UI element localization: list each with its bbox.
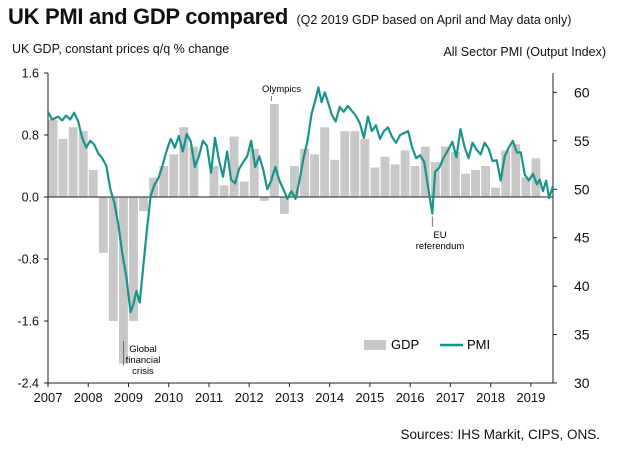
gdp-bar [481,166,491,197]
annotations: Olympics Global financial crisis EU refe… [123,84,465,377]
gdp-bar [410,166,420,197]
gdp-bars [48,104,551,364]
legend-gdp-label: GDP [391,337,419,352]
gdp-bar [290,166,299,197]
gdp-bar [159,166,169,197]
gdp-bar [219,185,229,198]
left-axis-title: UK GDP, constant prices q/q % change [12,42,230,56]
right-tick-label: 35 [574,327,590,343]
gdp-bar [68,127,78,197]
left-tick-label: 0.8 [22,129,39,143]
gdp-bar [58,138,68,198]
gdp-bar [229,136,239,197]
gdp-bar [98,197,108,253]
chart-title: UK PMI and GDP compared [8,4,288,29]
x-tick-label: 2014 [315,390,344,405]
gdp-bar [239,181,249,197]
gdp-bar [501,150,511,197]
right-tick-label: 60 [574,84,590,100]
chart-title-block: UK PMI and GDP compared (Q2 2019 GDP bas… [8,4,571,30]
right-tick-label: 45 [574,230,590,246]
gdp-bar [179,127,189,197]
gdp-bar [400,150,410,197]
x-tick-label: 2008 [74,390,103,405]
x-tick-label: 2017 [436,390,465,405]
gdp-bar [350,131,360,198]
left-tick-label: 0.0 [22,191,39,205]
source-note: Sources: IHS Markit, CIPS, ONS. [400,427,600,442]
legend: GDP PMI [364,337,490,352]
right-tick-label: 55 [574,133,590,149]
annotation-gfc-line2: financial [126,355,161,366]
gdp-bar [119,197,128,364]
gdp-bar [450,152,460,197]
right-tick-label: 40 [574,278,590,294]
right-axis-title: All Sector PMI (Output Index) [443,45,606,59]
right-tick-label: 30 [574,375,590,391]
x-tick-label: 2011 [195,390,223,405]
x-tick-label: 2015 [355,390,384,405]
x-tick-label: 2012 [235,390,264,405]
left-tick-label: -1.6 [17,315,39,329]
annotation-olympics: Olympics [262,84,301,95]
chart-subtitle: (Q2 2019 GDP based on April and May data… [296,13,572,27]
gdp-bar [88,169,98,198]
x-tick-label: 2010 [154,390,183,405]
pmi-series-line [46,86,555,314]
right-tick-label: 50 [574,181,590,197]
gdp-bar [360,138,370,198]
chart-axes [47,73,554,384]
gdp-bar [440,146,450,198]
legend-gdp-swatch [364,340,386,350]
gdp-bar [129,197,138,321]
legend-pmi-label: PMI [467,337,490,352]
annotation-eu-line2: referendum [416,241,465,252]
gdp-bar [269,104,279,197]
gdp-bar [531,158,541,197]
gdp-bar [310,154,320,198]
tick-labels: 1.6 0.8 0.0 -0.8 -1.6 -2.4 60 55 50 45 40 35 30 2007 2… [17,67,589,406]
x-tick-label: 2009 [114,390,143,405]
gdp-bar [370,167,380,197]
left-tick-label: -2.4 [17,377,39,391]
gdp-bar [380,156,390,197]
x-tick-label: 2013 [275,390,304,405]
gdp-bar [209,166,219,197]
left-tick-label: 1.6 [22,67,39,81]
gdp-bar [300,148,309,197]
annotation-gfc-line1: Global [129,344,156,355]
gdp-bar [461,173,470,197]
gdp-bar [108,197,118,321]
gdp-bar [340,131,350,198]
gdp-bar [521,177,531,198]
gdp-bar [279,197,289,215]
gdp-bar [320,127,330,197]
gdp-bar [249,148,259,197]
gdp-bar [390,164,400,197]
gdp-bar [78,131,88,198]
annotation-gfc-line3: crisis [132,366,154,377]
x-tick-label: 2016 [396,390,425,405]
gdp-bar [511,144,521,197]
gdp-bar [330,159,340,197]
gdp-bar [259,197,269,201]
gdp-bar [139,197,148,211]
annotation-eu-line1: EU [433,230,446,241]
gdp-bar [169,154,179,198]
gdp-bar [48,119,58,197]
gdp-bar [491,187,501,197]
x-tick-label: 2007 [34,390,63,405]
x-tick-label: 2018 [476,390,505,405]
x-tick-label: 2019 [516,390,545,405]
left-tick-label: -0.8 [17,253,39,267]
gdp-bar [189,146,199,198]
gdp-bar [471,169,480,198]
